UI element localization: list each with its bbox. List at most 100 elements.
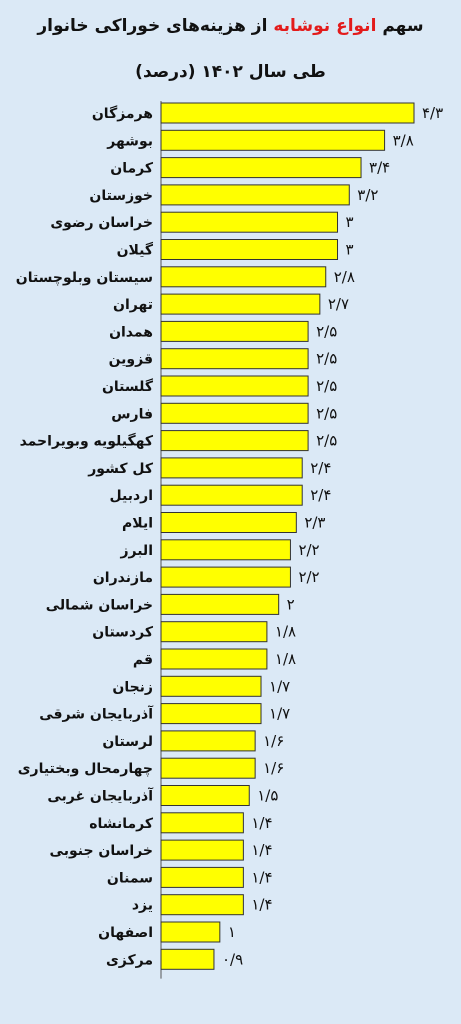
data-label: ۱/۸ [275,650,296,668]
data-label: ۱/۵ [257,787,278,805]
category-label: کرمان [110,161,154,177]
bar [160,839,244,861]
category-label: لرستان [102,734,153,750]
category-label: اردبیل [109,488,153,504]
category-label: قم [133,652,153,668]
bar [160,921,221,943]
data-label: ۲/۴ [310,459,331,477]
category-label: هرمزگان [92,105,153,122]
category-label: فارس [111,406,153,422]
bar [160,512,297,533]
data-label: ۳/۴ [369,159,390,177]
bar [160,730,256,752]
title-prefix: سهم [382,16,424,36]
data-label: ۲/۲ [298,568,319,586]
bar [160,539,291,561]
category-label: ایلام [122,516,153,532]
title-suffix: از هزینه‌های خوراکی خانوار [37,16,268,36]
bar [160,593,280,615]
category-label: همدان [109,324,153,340]
category-label: بوشهر [106,133,153,149]
bar [160,375,309,397]
bar [160,293,321,315]
bar [160,320,309,342]
data-label: ۱/۴ [251,814,272,832]
data-label: ۳/۲ [357,186,378,204]
bar [160,621,268,643]
bar [160,757,256,779]
category-label: مرکزی [106,952,153,968]
data-label: ۳ [346,213,354,231]
chart-subtitle: طی سال ۱۴۰۲ (درصد) [135,62,326,82]
category-label: خراسان جنوبی [50,843,153,859]
bar [160,648,268,670]
bar [160,184,350,206]
bar [160,894,244,916]
category-label: خراسان شمالی [46,597,153,613]
category-label: گیلان [117,242,154,259]
data-label: ۱/۷ [269,705,290,723]
bar [160,348,309,370]
data-label: ۲/۵ [316,404,337,422]
data-label: ۲ [287,595,295,613]
category-label: کهگیلویه وبویراحمد [20,433,154,450]
bar [160,239,339,260]
category-label: کردستان [92,625,154,641]
data-label: ۱/۸ [275,623,296,641]
bar [160,402,309,424]
category-label: تهران [113,297,153,313]
data-label: ۱/۶ [263,759,284,777]
bar [160,211,339,233]
bar [160,430,309,452]
data-label: ۴/۳ [422,104,443,122]
bar [160,457,303,479]
category-label: مازندران [93,570,153,586]
category-label: یزد [132,898,153,914]
category-label: چهارمحال وبختیاری [18,761,153,777]
bar [160,157,362,179]
bar [160,703,262,725]
category-label: قزوین [109,352,153,368]
data-label: ۱ [228,923,236,941]
data-label: ۳/۸ [393,131,414,149]
category-label: گلستان [102,378,154,395]
data-label: ۲/۵ [316,322,337,340]
bar [160,812,244,834]
title-highlight: انواع نوشابه [273,16,377,36]
bar [160,948,215,970]
bar [160,675,262,697]
category-label: سمنان [107,870,153,886]
bar [160,266,327,288]
data-label: ۲/۵ [316,432,337,450]
category-label: زنجان [112,679,153,695]
bar [160,866,244,888]
data-label: ۲/۵ [316,350,337,368]
data-label: ۲/۷ [328,295,349,313]
category-label: آذربایجان شرقی [39,705,154,723]
bar [160,785,250,806]
category-label: سیستان وبلوچستان [16,270,153,286]
data-label: ۲/۴ [310,486,331,504]
data-label: ۱/۴ [251,841,272,859]
data-label: ۱/۴ [251,896,272,914]
data-label: ۳ [346,241,354,259]
category-label: البرز [119,543,153,559]
category-label: آذربایجان غربی [47,787,154,805]
chart-title: سهم انواع نوشابه از هزینه‌های خوراکی خان… [0,16,461,36]
category-label: کرمانشاه [89,816,154,832]
category-label: خراسان رضوی [50,215,153,231]
bar [160,566,291,588]
bar [160,484,303,506]
data-label: ۰/۹ [222,950,243,968]
data-label: ۲/۲ [298,541,319,559]
category-label: اصفهان [98,925,153,941]
data-label: ۲/۵ [316,377,337,395]
category-label: کل کشور [87,461,154,477]
bar [160,102,415,124]
data-label: ۱/۷ [269,677,290,695]
data-label: ۱/۶ [263,732,284,750]
category-label: خوزستان [89,188,153,204]
data-label: ۲/۳ [304,514,325,532]
